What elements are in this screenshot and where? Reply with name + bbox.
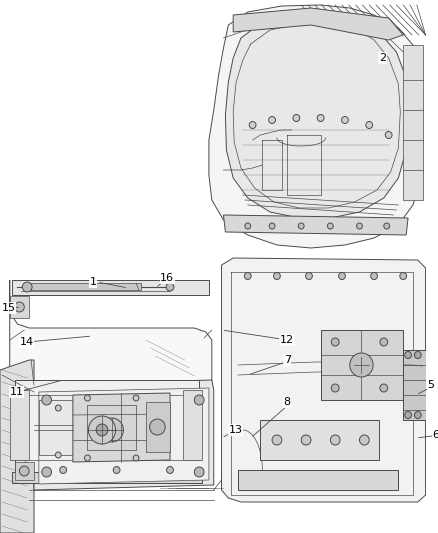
Circle shape — [42, 395, 52, 405]
Text: 8: 8 — [284, 397, 291, 407]
Circle shape — [100, 418, 124, 442]
Polygon shape — [0, 360, 34, 533]
Circle shape — [350, 353, 373, 377]
Polygon shape — [10, 280, 212, 483]
Circle shape — [357, 223, 362, 229]
Circle shape — [96, 424, 108, 436]
Polygon shape — [34, 380, 214, 490]
Circle shape — [194, 395, 204, 405]
Circle shape — [166, 466, 173, 473]
Circle shape — [150, 419, 165, 435]
Circle shape — [85, 455, 90, 461]
Circle shape — [342, 117, 348, 124]
Circle shape — [414, 411, 421, 418]
Circle shape — [366, 122, 373, 128]
Circle shape — [384, 223, 390, 229]
Circle shape — [133, 455, 139, 461]
Circle shape — [371, 272, 378, 279]
Text: 6: 6 — [432, 430, 438, 440]
Circle shape — [400, 272, 406, 279]
Circle shape — [360, 435, 369, 445]
Circle shape — [293, 115, 300, 122]
Circle shape — [380, 384, 388, 392]
Circle shape — [42, 467, 52, 477]
Circle shape — [268, 117, 276, 124]
Polygon shape — [261, 420, 379, 460]
Text: 12: 12 — [280, 335, 294, 345]
Polygon shape — [14, 462, 34, 480]
Circle shape — [269, 223, 275, 229]
Text: 5: 5 — [427, 380, 434, 390]
Polygon shape — [10, 296, 29, 318]
Circle shape — [22, 282, 32, 292]
Circle shape — [273, 272, 280, 279]
Polygon shape — [403, 350, 426, 420]
Polygon shape — [233, 8, 403, 40]
Polygon shape — [321, 330, 403, 400]
Circle shape — [414, 351, 421, 359]
Polygon shape — [12, 472, 202, 483]
Circle shape — [244, 272, 251, 279]
Circle shape — [405, 411, 411, 418]
Text: 14: 14 — [19, 337, 34, 347]
Circle shape — [133, 395, 139, 401]
Polygon shape — [183, 390, 202, 460]
Circle shape — [88, 416, 116, 444]
Polygon shape — [226, 16, 408, 218]
Circle shape — [249, 122, 256, 128]
Circle shape — [385, 132, 392, 139]
Text: 1: 1 — [89, 277, 96, 287]
Circle shape — [55, 452, 61, 458]
Polygon shape — [146, 402, 170, 452]
Polygon shape — [209, 5, 423, 248]
Polygon shape — [12, 280, 209, 295]
Text: 2: 2 — [379, 53, 386, 63]
Polygon shape — [88, 405, 136, 450]
Circle shape — [306, 272, 312, 279]
Circle shape — [55, 405, 61, 411]
Circle shape — [19, 466, 29, 476]
Circle shape — [14, 302, 24, 312]
Text: 16: 16 — [160, 273, 174, 283]
Circle shape — [26, 466, 32, 473]
Polygon shape — [222, 258, 426, 502]
Polygon shape — [238, 470, 399, 490]
Circle shape — [331, 338, 339, 346]
Circle shape — [245, 223, 251, 229]
Text: 13: 13 — [228, 425, 242, 435]
Polygon shape — [403, 45, 423, 200]
Circle shape — [317, 115, 324, 122]
Circle shape — [60, 466, 67, 473]
Circle shape — [85, 395, 90, 401]
Circle shape — [272, 435, 282, 445]
Circle shape — [113, 466, 120, 473]
Circle shape — [301, 435, 311, 445]
Circle shape — [328, 223, 333, 229]
Polygon shape — [14, 380, 199, 475]
Polygon shape — [223, 215, 408, 235]
Circle shape — [330, 435, 340, 445]
Text: 11: 11 — [10, 387, 24, 397]
Polygon shape — [39, 400, 155, 455]
Circle shape — [380, 338, 388, 346]
Text: 7: 7 — [284, 355, 291, 365]
Circle shape — [405, 351, 411, 359]
Circle shape — [166, 283, 174, 291]
Circle shape — [331, 384, 339, 392]
Circle shape — [339, 272, 346, 279]
Polygon shape — [10, 390, 29, 460]
Circle shape — [194, 467, 204, 477]
Polygon shape — [73, 393, 170, 462]
Text: 15: 15 — [2, 303, 16, 313]
Polygon shape — [39, 388, 209, 484]
Circle shape — [298, 223, 304, 229]
Polygon shape — [29, 283, 141, 290]
